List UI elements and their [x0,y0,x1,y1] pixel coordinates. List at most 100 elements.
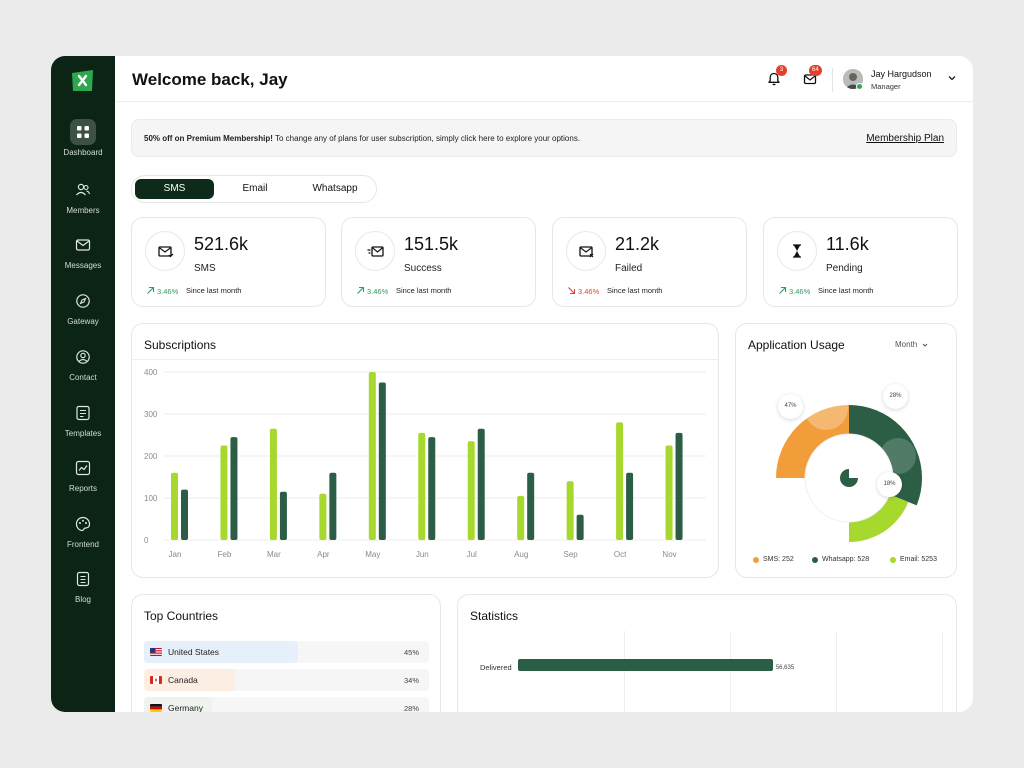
membership-plan-link[interactable]: Membership Plan [866,133,944,144]
bar-apr-s1 [319,493,327,540]
tab-email[interactable]: Email [242,183,268,194]
country-percent: 28% [403,704,419,712]
card-divider [132,359,718,360]
chart-icon [75,460,91,476]
country-name: Canada [168,675,198,685]
sidebar-item-contact[interactable]: Contact [51,344,115,382]
legend-label: Email: 5253 [900,556,937,563]
stat-icon-wrap [355,231,395,271]
x-tick-label: Jun [416,550,429,559]
document-icon-wrap [70,566,96,592]
sidebar-item-frontend[interactable]: Frontend [51,511,115,549]
subscriptions-card: Subscriptions 0 100 200 300 400 Jan Feb Mar Apr M… [131,323,719,578]
list-item[interactable]: Canada 34% [144,669,429,691]
chevron-down-icon [923,343,928,347]
statistics-card: Statistics Delivered 56,635 [457,594,957,712]
legend-whatsapp: Whatsapp: 528 [812,556,869,563]
y-tick-label: 300 [144,410,158,419]
stat-icon-wrap [566,231,606,271]
messages-badge: 64 [809,65,822,76]
stat-card-failed: 21.2k Failed 3.46% Since last month [552,217,747,307]
trend-up-icon [357,286,365,294]
page-title: Welcome back, Jay [132,70,288,89]
stat-card-success: 151.5k Success 3.46% Since last month [341,217,536,307]
user-circle-icon [76,350,90,364]
stat-change-value: 3.46% [367,287,389,296]
legend-email: Email: 5253 [890,556,937,563]
user-name: Jay Hargudson [871,69,932,79]
stat-label: SMS [194,263,216,274]
sidebar-item-members[interactable]: Members [51,177,115,215]
y-tick-label: 200 [144,452,158,461]
period-value: Month [895,340,918,349]
sidebar-item-dashboard[interactable]: Dashboard [51,119,115,157]
bar-jun-s2 [428,437,436,540]
country-percent: 45% [403,648,419,657]
stat-change-value: 3.46% [789,287,811,296]
list-item[interactable]: United States 45% [144,641,429,663]
mail-icon [75,239,91,251]
chevron-down-icon[interactable] [946,72,958,84]
x-tick-label: Jan [169,550,182,559]
stat-label: Failed [615,263,643,274]
bar-jan-s1 [171,472,178,540]
top-header: Welcome back, Jay 3 64 Jay Hargudson Man… [115,56,973,102]
sidebar-item-templates[interactable]: Templates [51,400,115,438]
stat-value: 21.2k [615,234,660,254]
bar-sep-s2 [576,514,584,540]
sidebar-item-label: Reports [68,484,97,493]
y-tick-label: 100 [144,494,158,503]
legend-label: SMS: 252 [763,556,794,563]
mail-x-icon [579,246,594,258]
mail-check-icon [158,246,174,258]
stat-note: Since last month [818,286,874,295]
country-name: United States [168,647,220,657]
bar-jun-s1 [418,432,426,540]
bar-jul-s1 [467,441,475,540]
x-tick-label: Oct [614,550,627,559]
tab-whatsapp[interactable]: Whatsapp [312,183,358,194]
sidebar-item-label: Templates [64,429,102,438]
bell-icon[interactable] [767,72,781,86]
sidebar-item-gateway[interactable]: Gateway [51,288,115,326]
x-tick-label: May [365,550,380,559]
bar-mar-s2 [279,491,287,540]
sidebar: Dashboard Members Messages Gateway Contact Te… [51,56,115,712]
bar-oct-s1 [616,422,624,540]
mail-icon[interactable] [803,72,817,86]
period-select[interactable]: Month [895,340,929,349]
slice-email [849,494,909,542]
chart-icon-wrap [70,455,96,481]
user-circle-icon-wrap [70,344,96,370]
stat-label: Pending [826,263,863,274]
tab-sms[interactable]: SMS [135,179,214,199]
stat-change-value: 3.46% [578,287,600,296]
sidebar-item-blog[interactable]: Blog [51,566,115,604]
stat-change-value: 3.46% [157,287,179,296]
compass-icon-wrap [70,288,96,314]
grid-line [836,631,837,712]
list-item[interactable]: Germany 28% [144,697,429,712]
channel-tabs: SMS Email Whatsapp [131,175,377,203]
bar-may-s2 [378,382,386,540]
donut-center-pie-icon [840,469,858,487]
grid-icon-wrap [70,119,96,145]
sidebar-item-label: Messages [64,261,102,270]
delivered-value-label: 56,635 [775,665,795,671]
subscriptions-title: Subscriptions [144,338,217,352]
stat-card-sms: 521.6k SMS 3.46% Since last month [131,217,326,307]
bar-aug-s2 [527,472,535,540]
sidebar-item-messages[interactable]: Messages [51,232,115,270]
brand-logo-icon[interactable] [71,69,94,92]
slice-sms [776,405,849,478]
usage-title: Application Usage [748,338,845,352]
bar-sep-s1 [566,481,574,540]
legend-dot [753,556,759,563]
sms-percent-bubble: 47% [778,394,803,419]
bar-aug-s1 [517,495,525,540]
notification-badge: 3 [776,65,787,76]
users-icon [76,183,91,196]
sidebar-item-label: Gateway [67,317,99,326]
sidebar-item-reports[interactable]: Reports [51,455,115,493]
bar-nov-s2 [675,432,683,540]
